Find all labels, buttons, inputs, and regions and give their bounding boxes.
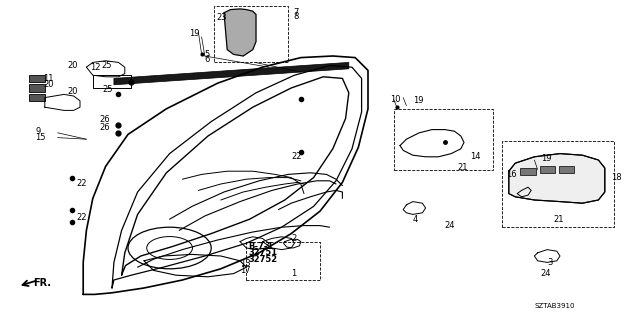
Text: 4: 4 xyxy=(413,215,418,224)
Text: 12: 12 xyxy=(90,63,100,72)
Text: 8: 8 xyxy=(293,12,298,21)
Text: 6: 6 xyxy=(205,55,210,64)
Text: 20: 20 xyxy=(67,87,77,96)
Text: 32751: 32751 xyxy=(248,248,278,257)
Text: 7: 7 xyxy=(293,8,298,17)
Bar xyxy=(540,166,555,173)
Text: 13: 13 xyxy=(240,260,251,268)
Text: 20: 20 xyxy=(44,80,54,89)
Text: 22: 22 xyxy=(77,180,87,188)
Text: 26: 26 xyxy=(99,124,110,132)
Polygon shape xyxy=(114,62,349,85)
Bar xyxy=(246,242,320,280)
Bar xyxy=(214,6,288,62)
Text: 14: 14 xyxy=(470,152,481,161)
Text: 21: 21 xyxy=(458,164,468,172)
Text: 9: 9 xyxy=(35,127,40,136)
Polygon shape xyxy=(224,9,256,56)
Text: 22: 22 xyxy=(291,152,301,161)
Bar xyxy=(559,166,574,173)
Text: 23: 23 xyxy=(216,13,227,22)
Text: 5: 5 xyxy=(205,50,210,59)
Text: B-7-1: B-7-1 xyxy=(248,242,273,251)
Text: 32752: 32752 xyxy=(248,255,278,264)
Text: 3: 3 xyxy=(547,258,552,267)
Text: 17: 17 xyxy=(240,266,251,275)
Text: 20: 20 xyxy=(67,61,77,70)
Text: 10: 10 xyxy=(390,95,401,104)
Text: 26: 26 xyxy=(99,116,110,124)
Text: FR.: FR. xyxy=(33,278,51,288)
Text: 22: 22 xyxy=(77,213,87,222)
Bar xyxy=(29,75,45,82)
Text: 25: 25 xyxy=(101,61,111,70)
Text: 19: 19 xyxy=(541,154,551,163)
Text: 19: 19 xyxy=(189,29,199,38)
Text: 1: 1 xyxy=(291,269,296,278)
Text: 24: 24 xyxy=(445,221,455,230)
Bar xyxy=(29,84,45,92)
Text: 25: 25 xyxy=(102,85,113,94)
Text: 24: 24 xyxy=(541,269,551,278)
Text: 11: 11 xyxy=(44,74,54,83)
Bar xyxy=(29,94,45,101)
Polygon shape xyxy=(509,154,605,203)
Bar xyxy=(520,168,536,175)
Text: SZTAB3910: SZTAB3910 xyxy=(534,303,575,308)
Text: 15: 15 xyxy=(35,133,45,142)
Text: 16: 16 xyxy=(506,170,516,179)
Bar xyxy=(502,141,614,227)
Text: 19: 19 xyxy=(413,96,423,105)
Bar xyxy=(394,109,493,170)
Text: 21: 21 xyxy=(554,215,564,224)
Text: 2: 2 xyxy=(291,234,296,243)
Text: 18: 18 xyxy=(611,173,622,182)
